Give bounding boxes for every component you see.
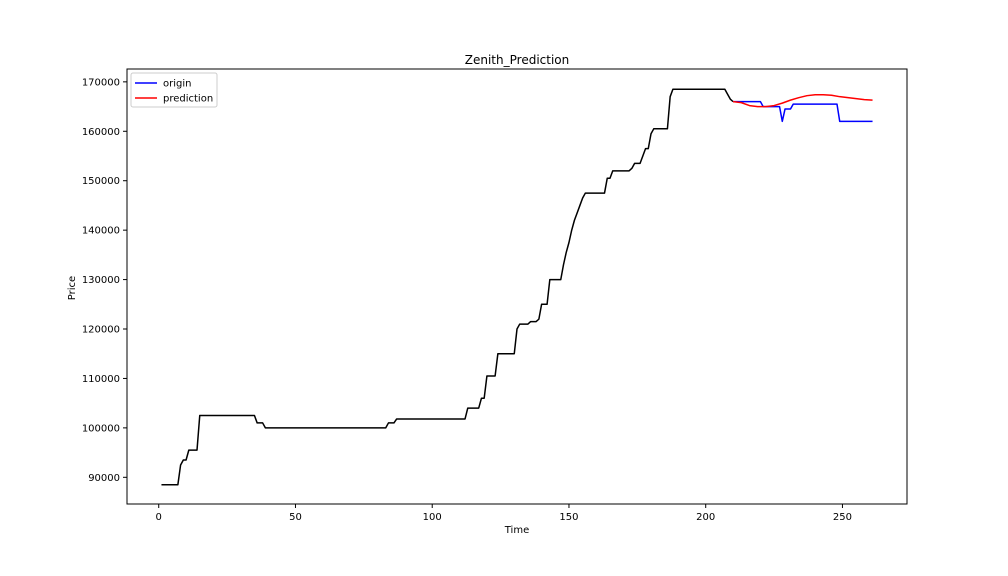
y-tick-label: 100000 xyxy=(82,423,120,434)
x-tick-label: 150 xyxy=(559,512,578,523)
x-tick-label: 50 xyxy=(289,512,302,523)
y-axis-ticks: 90000 100000 110000 120000 130000 140000 15000… xyxy=(82,77,127,484)
series-line-prediction xyxy=(732,93,873,108)
y-tick-label: 140000 xyxy=(82,226,120,237)
x-tick-label: 0 xyxy=(156,512,162,523)
y-tick-label: 90000 xyxy=(88,473,120,484)
x-tick-label: 200 xyxy=(696,512,715,523)
series-line-origin xyxy=(733,100,873,123)
x-axis-label: Time xyxy=(504,525,529,536)
chart-title: Zenith_Prediction xyxy=(465,53,569,67)
y-tick-label: 120000 xyxy=(82,325,120,336)
x-axis-ticks: 0 50 100 150 200 250 xyxy=(156,504,852,523)
series-line-history xyxy=(161,88,734,486)
plot-area xyxy=(161,88,873,486)
plot-frame xyxy=(126,68,908,505)
y-axis-label: Price xyxy=(67,276,78,300)
y-tick-label: 150000 xyxy=(82,176,120,187)
y-tick-label: 130000 xyxy=(82,275,120,286)
y-tick-label: 110000 xyxy=(82,374,120,385)
y-tick-label: 160000 xyxy=(82,127,120,138)
x-tick-label: 100 xyxy=(423,512,442,523)
legend-label-prediction: prediction xyxy=(163,94,213,105)
x-tick-label: 250 xyxy=(833,512,852,523)
legend-label-origin: origin xyxy=(163,79,191,90)
y-tick-label: 170000 xyxy=(82,77,120,88)
legend: origin prediction xyxy=(130,72,218,108)
